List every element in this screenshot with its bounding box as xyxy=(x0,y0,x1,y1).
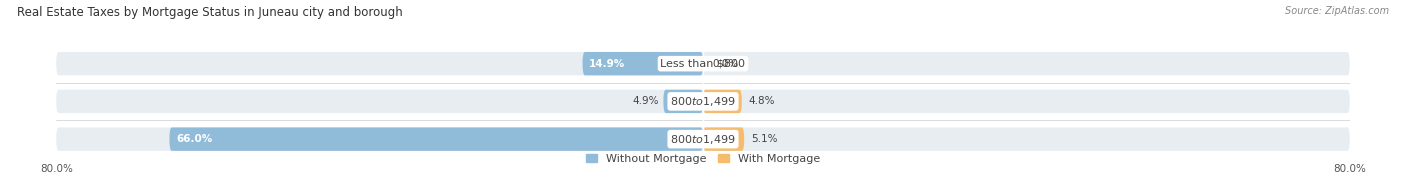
Text: 4.8%: 4.8% xyxy=(748,96,775,106)
FancyBboxPatch shape xyxy=(56,90,1350,113)
Text: 4.9%: 4.9% xyxy=(633,96,659,106)
FancyBboxPatch shape xyxy=(664,90,703,113)
Text: 5.1%: 5.1% xyxy=(751,134,778,144)
Text: 0.0%: 0.0% xyxy=(711,59,738,69)
Text: Less than $800: Less than $800 xyxy=(661,59,745,69)
Legend: Without Mortgage, With Mortgage: Without Mortgage, With Mortgage xyxy=(586,154,820,164)
Text: $800 to $1,499: $800 to $1,499 xyxy=(671,133,735,146)
FancyBboxPatch shape xyxy=(582,52,703,75)
Text: Real Estate Taxes by Mortgage Status in Juneau city and borough: Real Estate Taxes by Mortgage Status in … xyxy=(17,6,402,19)
Text: 14.9%: 14.9% xyxy=(589,59,626,69)
FancyBboxPatch shape xyxy=(703,128,744,151)
FancyBboxPatch shape xyxy=(56,128,1350,151)
FancyBboxPatch shape xyxy=(170,128,703,151)
Text: Source: ZipAtlas.com: Source: ZipAtlas.com xyxy=(1285,6,1389,16)
Text: $800 to $1,499: $800 to $1,499 xyxy=(671,95,735,108)
FancyBboxPatch shape xyxy=(56,52,1350,75)
Text: 66.0%: 66.0% xyxy=(176,134,212,144)
FancyBboxPatch shape xyxy=(703,90,742,113)
